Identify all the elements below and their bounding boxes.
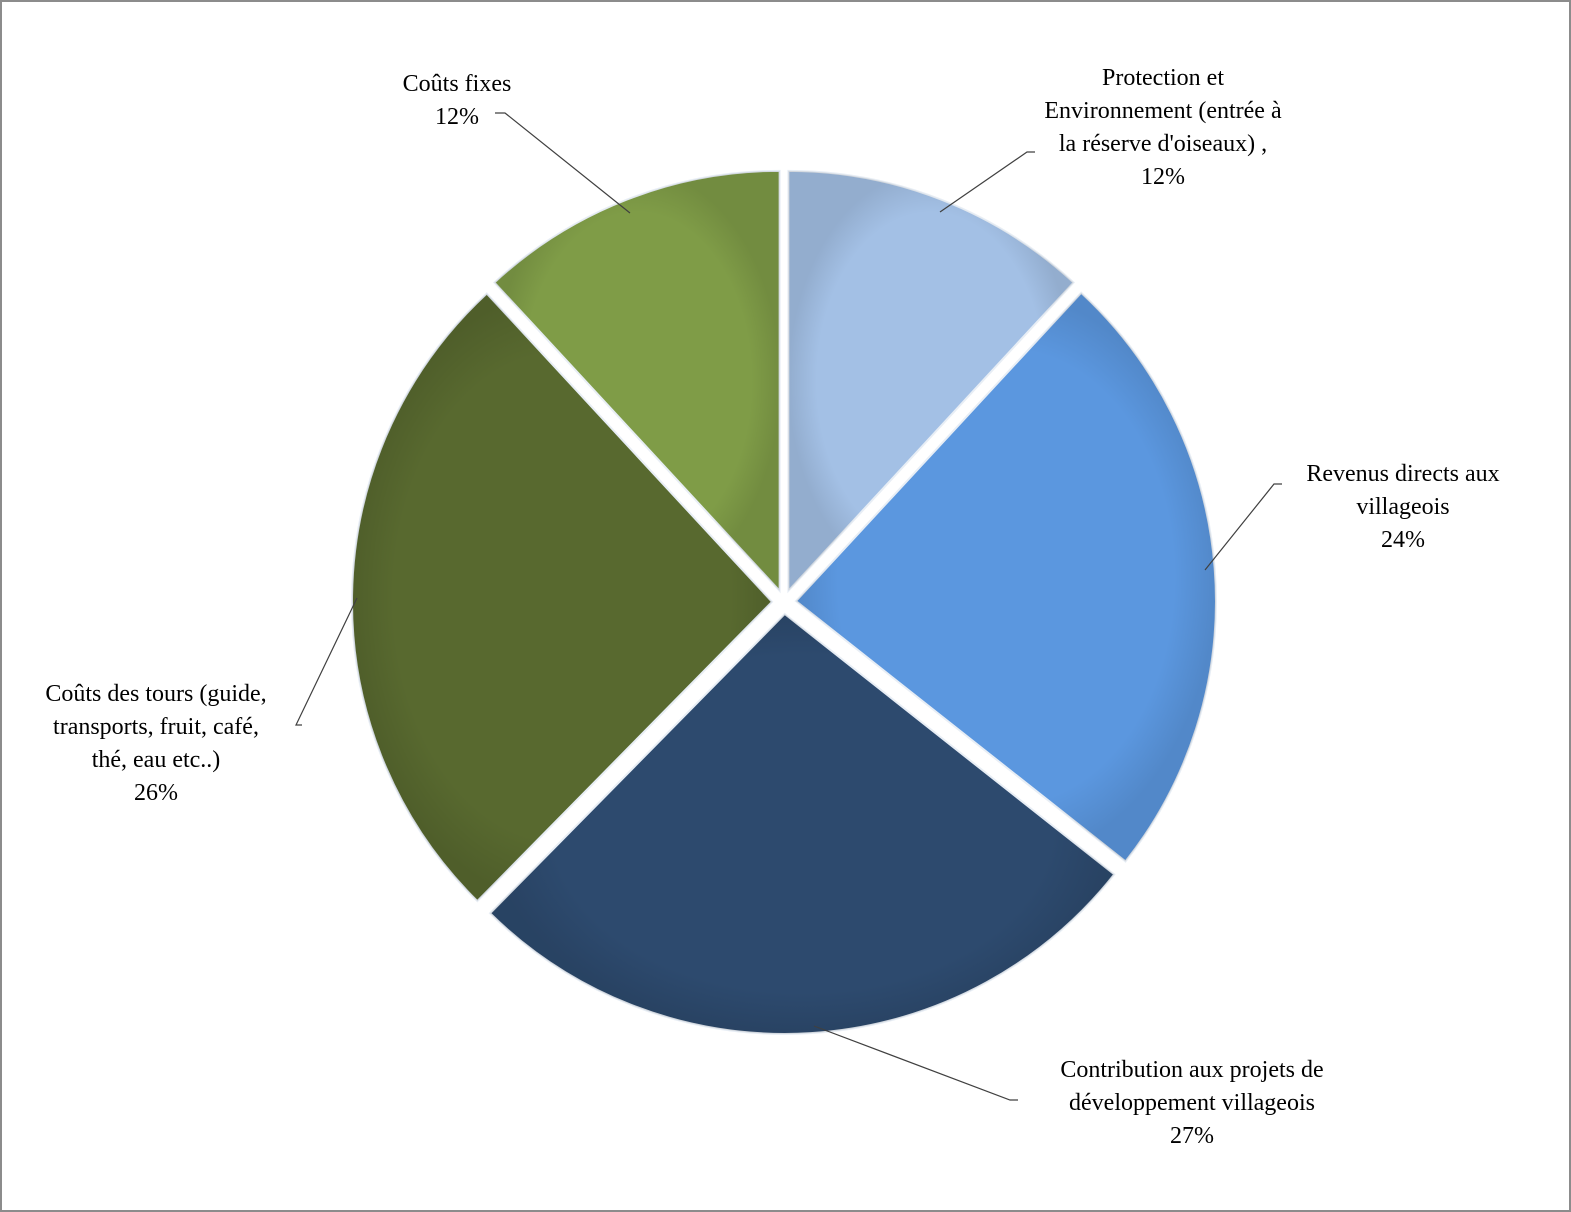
- slice-label-protection: Protection et Environnement (entrée à la…: [1018, 62, 1308, 194]
- label-line: Contribution aux projets de: [1060, 1057, 1324, 1083]
- leader-line: [495, 112, 631, 214]
- leader-line: [295, 597, 358, 726]
- slice-couts-tours-shade: [352, 293, 773, 902]
- label-line: villageois: [1356, 494, 1450, 520]
- leader-line: [1204, 483, 1282, 571]
- label-line: développement villageois: [1069, 1090, 1315, 1116]
- value-label: 27%: [1170, 1123, 1214, 1149]
- value-label: 26%: [134, 780, 178, 806]
- leader-line: [813, 1025, 1018, 1101]
- label-line: Coûts des tours (guide,: [45, 681, 267, 707]
- value-label: 24%: [1381, 527, 1425, 553]
- label-line: thé, eau etc..): [91, 747, 221, 773]
- slice-label-couts-tours: Coûts des tours (guide, transports, frui…: [18, 678, 294, 810]
- slice-revenus-shade: [795, 292, 1216, 862]
- slice-label-couts-fixes: Coûts fixes 12%: [372, 68, 542, 134]
- slice-label-revenus: Revenus directs aux villageois 24%: [1278, 458, 1528, 557]
- label-line: Protection et: [1102, 65, 1224, 91]
- slice-couts-fixes-shade: [494, 170, 780, 591]
- label-line: Coûts fixes: [402, 71, 512, 97]
- label-line: la réserve d'oiseaux) ,: [1058, 131, 1268, 157]
- label-line: Environnement (entrée à: [1044, 98, 1282, 124]
- slice-contribution-shade: [490, 613, 1115, 1034]
- slice-label-contribution: Contribution aux projets de développemen…: [1027, 1054, 1357, 1153]
- slice-protection-shade: [788, 170, 1074, 591]
- value-label: 12%: [1141, 164, 1185, 190]
- value-label: 12%: [435, 104, 479, 130]
- label-line: transports, fruit, café,: [53, 714, 259, 740]
- label-line: Revenus directs aux: [1306, 461, 1500, 487]
- leader-line: [939, 151, 1035, 213]
